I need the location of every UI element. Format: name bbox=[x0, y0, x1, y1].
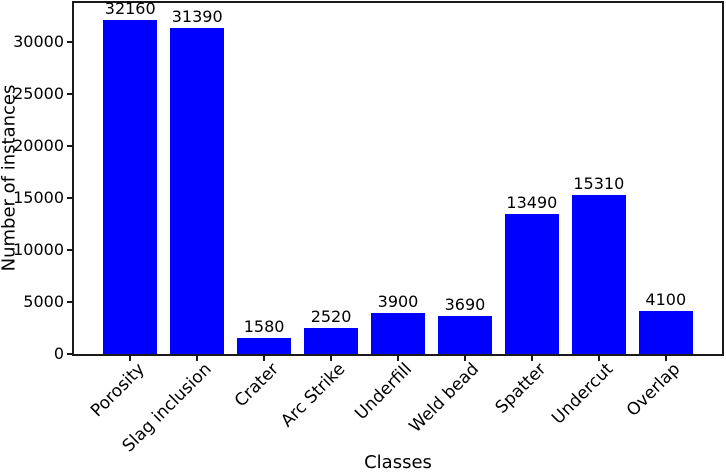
x-tick-mark bbox=[597, 356, 600, 361]
bar-value-label: 1580 bbox=[243, 316, 285, 336]
bar-value-label: 13490 bbox=[506, 192, 558, 212]
bar-value-label: 3900 bbox=[377, 292, 419, 312]
x-tick-mark bbox=[129, 356, 132, 361]
bar-undercut bbox=[572, 194, 626, 354]
bar-value-label: 31390 bbox=[171, 6, 223, 26]
y-tick-label: 30000 bbox=[13, 32, 64, 51]
x-tick-label: Undercut bbox=[548, 359, 618, 429]
bar-value-label: 2520 bbox=[310, 306, 352, 326]
y-tick-mark bbox=[67, 41, 72, 43]
x-tick-label: Crater bbox=[230, 359, 283, 412]
bar-arc-strike bbox=[304, 327, 358, 354]
bar-weld-bead bbox=[438, 315, 492, 354]
x-tick-mark bbox=[330, 356, 333, 361]
y-tick-mark bbox=[67, 353, 72, 355]
y-tick-mark bbox=[67, 301, 72, 303]
x-tick-mark bbox=[196, 356, 199, 361]
y-tick-label: 25000 bbox=[13, 84, 64, 103]
y-tick-label: 15000 bbox=[13, 188, 64, 207]
y-tick-mark bbox=[67, 197, 72, 199]
y-tick-mark bbox=[67, 145, 72, 147]
x-tick-mark bbox=[263, 356, 266, 361]
bar-porosity bbox=[103, 19, 157, 354]
x-tick-label: Overlap bbox=[622, 359, 685, 421]
x-tick-label: Underfill bbox=[351, 359, 417, 425]
bar-underfill bbox=[371, 313, 425, 354]
y-tick-mark bbox=[67, 93, 72, 95]
y-tick-label: 0 bbox=[53, 344, 64, 363]
x-tick-label: Arc Strike bbox=[277, 359, 350, 432]
x-tick-mark bbox=[530, 356, 533, 361]
x-tick-label: Porosity bbox=[86, 359, 149, 422]
y-tick-mark bbox=[67, 249, 72, 251]
bar-value-label: 4100 bbox=[645, 290, 687, 310]
x-tick-mark bbox=[463, 356, 466, 361]
bar-value-label: 15310 bbox=[573, 173, 625, 193]
x-tick-label: Spatter bbox=[491, 359, 551, 418]
x-axis-title: Classes bbox=[364, 452, 432, 473]
bar-slag-inclusion bbox=[170, 27, 224, 354]
bar-value-label: 32160 bbox=[104, 0, 156, 18]
x-tick-mark bbox=[664, 356, 667, 361]
bar-spatter bbox=[505, 213, 559, 354]
bar-overlap bbox=[638, 311, 693, 354]
y-tick-label: 20000 bbox=[13, 136, 64, 155]
bar-crater bbox=[237, 337, 291, 354]
bar-value-label: 3690 bbox=[444, 294, 486, 314]
y-tick-label: 5000 bbox=[23, 292, 64, 311]
x-tick-label: Weld bead bbox=[405, 359, 484, 437]
y-tick-label: 10000 bbox=[13, 240, 64, 259]
x-tick-mark bbox=[397, 356, 399, 361]
